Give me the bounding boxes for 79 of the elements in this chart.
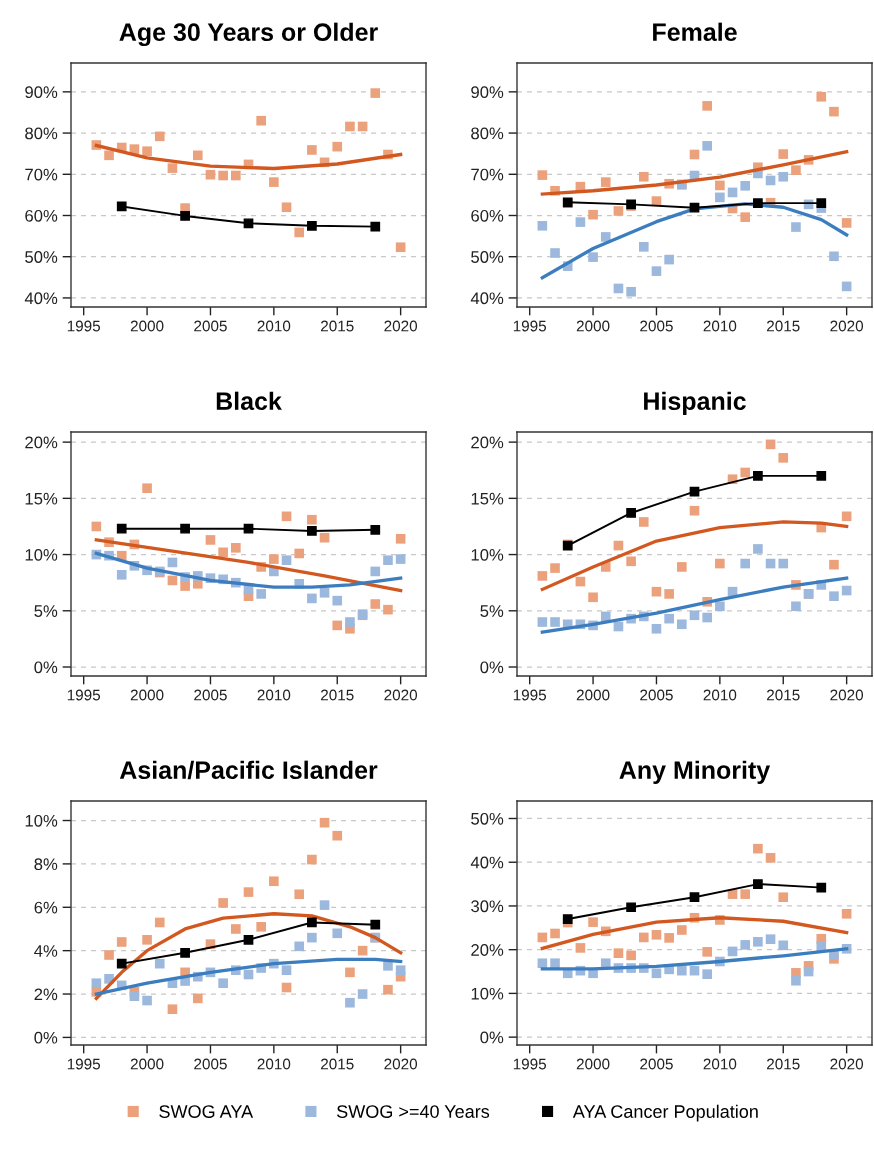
x-tick-label: 2015 xyxy=(767,1058,800,1070)
x-tick-label: 2005 xyxy=(194,1058,227,1070)
x-tick-label: 2005 xyxy=(194,320,227,332)
y-tick-label: 5% xyxy=(480,605,504,617)
x-tick-label: 1995 xyxy=(67,1058,101,1070)
y-tick-label: 40% xyxy=(470,292,504,305)
chart-title: Hispanic xyxy=(644,391,746,415)
x-tick-label: 2005 xyxy=(640,689,673,701)
y-tick-label: 10% xyxy=(25,814,58,827)
y-tick-label: 40% xyxy=(470,856,504,869)
chart-title: Any Minority xyxy=(619,760,771,784)
y-tick-label: 5% xyxy=(34,605,58,617)
x-tick-label: 2015 xyxy=(767,689,800,701)
legend-label: SWOG >=40 Years xyxy=(337,1105,490,1118)
y-tick-label: 0% xyxy=(34,1031,58,1044)
x-tick-label: 2020 xyxy=(830,320,864,332)
x-tick-label: 2015 xyxy=(767,320,800,332)
x-tick-label: 1995 xyxy=(513,1058,547,1070)
y-tick-label: 0% xyxy=(480,661,504,674)
y-tick-label: 90% xyxy=(25,86,58,99)
y-tick-label: 30% xyxy=(471,900,504,913)
x-tick-label: 2010 xyxy=(257,689,291,701)
y-tick-label: 50% xyxy=(471,251,504,263)
y-tick-label: 4% xyxy=(34,945,58,957)
y-tick-label: 0% xyxy=(480,1031,504,1044)
x-tick-label: 2005 xyxy=(640,1058,673,1070)
x-tick-label: 2000 xyxy=(130,689,164,701)
y-tick-label: 10% xyxy=(471,987,504,1000)
x-tick-label: 2015 xyxy=(321,320,354,332)
y-tick-label: 8% xyxy=(34,858,58,871)
y-tick-label: 80% xyxy=(471,127,504,140)
x-tick-label: 2000 xyxy=(576,320,610,332)
chart-title: Age 30 Years or Older xyxy=(119,22,378,47)
y-tick-label: 70% xyxy=(471,168,504,181)
x-tick-label: 1995 xyxy=(513,320,547,332)
x-tick-label: 1995 xyxy=(67,689,101,701)
chart-title: Female xyxy=(653,22,737,42)
chart-title: Asian/Pacific Islander xyxy=(119,760,378,780)
x-tick-label: 2020 xyxy=(384,689,418,701)
x-tick-label: 2015 xyxy=(321,689,354,701)
y-tick-label: 60% xyxy=(25,209,58,222)
y-tick-label: 10% xyxy=(471,548,504,561)
x-tick-label: 2005 xyxy=(640,320,673,332)
x-tick-label: 2010 xyxy=(703,1058,737,1070)
x-tick-label: 2020 xyxy=(830,689,864,701)
x-tick-label: 2000 xyxy=(576,1058,610,1070)
y-tick-label: 50% xyxy=(471,812,504,825)
x-tick-label: 2005 xyxy=(194,689,227,701)
y-tick-label: 20% xyxy=(471,436,504,449)
x-tick-label: 2020 xyxy=(830,1058,864,1070)
y-tick-label: 10% xyxy=(25,548,58,561)
x-tick-label: 2010 xyxy=(703,689,737,701)
y-tick-label: 15% xyxy=(471,492,504,505)
x-tick-label: 2000 xyxy=(576,689,610,701)
y-tick-label: 70% xyxy=(25,168,58,181)
y-tick-label: 15% xyxy=(25,492,58,505)
x-tick-label: 2020 xyxy=(384,1058,418,1070)
legend-label: SWOG AYA xyxy=(159,1105,254,1118)
chart-title: Black xyxy=(216,391,282,411)
x-tick-label: 2010 xyxy=(257,320,291,332)
y-tick-label: 90% xyxy=(471,86,504,99)
x-tick-label: 2010 xyxy=(703,320,737,332)
y-tick-label: 2% xyxy=(34,988,58,1001)
y-tick-label: 40% xyxy=(24,292,58,305)
y-tick-label: 50% xyxy=(25,251,58,263)
x-tick-label: 2000 xyxy=(130,1058,164,1070)
x-tick-label: 2020 xyxy=(384,320,418,332)
y-tick-label: 60% xyxy=(471,209,504,222)
x-tick-label: 2015 xyxy=(321,1058,354,1070)
legend-label: AYA Cancer Population xyxy=(572,1104,758,1122)
x-tick-label: 2000 xyxy=(130,320,164,332)
x-tick-label: 2010 xyxy=(257,1058,291,1070)
y-tick-label: 6% xyxy=(34,901,58,914)
x-tick-label: 1995 xyxy=(513,689,547,701)
y-tick-label: 20% xyxy=(471,944,504,956)
y-tick-label: 80% xyxy=(25,127,58,140)
x-tick-label: 1995 xyxy=(67,320,101,332)
y-tick-label: 0% xyxy=(34,661,58,674)
y-tick-label: 20% xyxy=(25,436,58,449)
